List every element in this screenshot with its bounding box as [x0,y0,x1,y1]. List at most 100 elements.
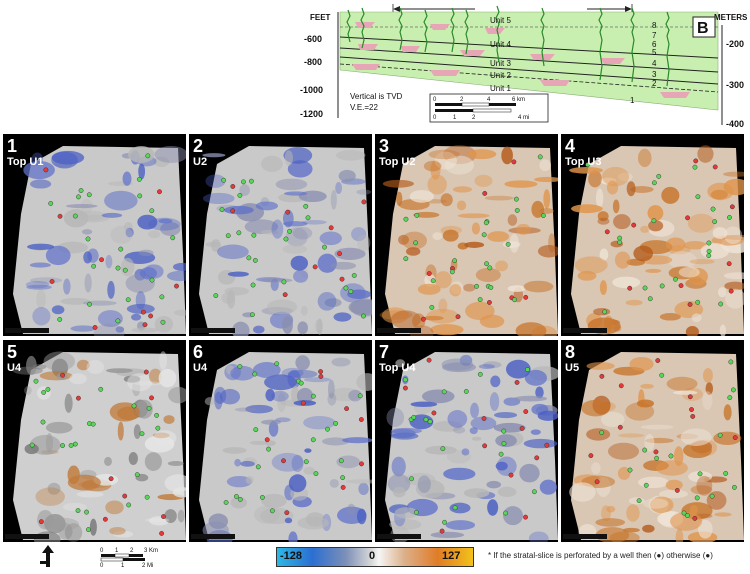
slice-texture-blob [105,368,133,374]
slice-texture-blob [224,205,254,215]
well-marker-red [514,380,520,385]
slice-texture-blob [705,382,714,395]
slice-texture-blob [231,321,250,336]
slice-texture-blob [64,393,73,413]
slice-texture-blob [336,150,366,161]
well-marker-green [694,495,700,501]
svg-text:1: 1 [453,115,457,121]
slice-texture-blob [447,410,468,428]
slice-texture-blob [602,166,630,187]
stratal-slice-panel-7: 7 Top U4 [375,340,558,542]
well-marker-red [653,449,659,455]
slice-texture-blob [606,180,619,195]
slice-texture-blob [338,169,356,183]
slice-texture-blob [467,149,497,160]
slice-texture-blob [387,474,411,494]
slice-texture-blob [691,313,702,323]
slice-texture-blob [255,201,279,211]
slice-texture-blob [283,191,308,196]
well-marker-red [455,314,461,320]
well-marker-green [303,459,309,465]
well-marker-red [230,208,236,214]
slice-texture-blob [487,499,499,516]
slice-texture-blob [463,283,476,292]
slice-texture-blob [295,355,310,371]
slice-texture-blob [76,359,90,371]
well-marker-green [484,261,489,267]
slice-texture-blob [345,479,372,484]
slice-texture-blob [687,213,715,233]
slice-texture-blob [479,314,505,328]
slice-texture-blob [421,389,455,404]
well-marker-red [284,510,290,516]
slice-texture-blob [502,241,521,248]
slice-texture-blob [697,145,714,163]
slice-texture-blob [271,452,304,472]
slice-texture-blob [260,229,279,235]
slice-texture-blob [724,226,743,245]
well-marker-green [452,258,458,264]
slice-texture-blob [160,222,181,236]
well-marker-green [498,451,504,457]
slice-texture-blob [673,446,684,467]
slice-texture-blob [83,251,93,264]
slice-texture-blob [63,502,87,512]
slice-texture-blob [51,150,85,165]
well-marker-red [339,276,345,282]
well-marker-green [60,443,65,448]
well-marker-green [33,378,39,384]
slice-texture-blob [222,447,247,454]
slice-texture-blob [637,476,669,489]
slice-texture-blob [497,486,517,497]
slice-texture-blob [382,179,415,188]
slice-texture-blob [287,160,313,178]
svg-text:6 km: 6 km [512,97,525,103]
slice-texture-blob [334,247,366,260]
well-marker-green [423,417,429,422]
slice-texture-blob [600,411,625,428]
well-marker-green [225,233,231,239]
slice-texture-blob [51,305,65,315]
well-marker-red [523,514,528,520]
well-marker-red [92,325,98,330]
well-marker-green [84,509,89,515]
well-marker-red [76,395,81,401]
slice-texture-blob [495,434,517,448]
well-marker-green [413,240,419,246]
slice-texture-blob [577,270,597,281]
slice-texture-blob [292,226,313,240]
slice-texture-blob [356,189,372,195]
svg-text:2: 2 [460,97,464,103]
slice-texture-blob [457,213,490,219]
well-marker-red [732,435,738,440]
slice-texture-blob [128,452,138,466]
slice-texture-blob [396,191,403,207]
slice-texture-blob [528,531,549,542]
slice-texture-blob [131,327,159,333]
slice-texture-blob [441,358,474,371]
slice-texture-blob [172,487,186,498]
slice-texture-blob [322,437,350,446]
well-marker-green [513,196,519,202]
well-marker-green [709,493,715,499]
slice-texture-blob [217,244,249,260]
slice-texture-blob [394,507,418,519]
slice-texture-blob [659,489,688,499]
slice-texture-blob [391,456,406,477]
slice-texture-blob [612,276,641,289]
well-marker-green [269,508,275,514]
slice-texture-blob [640,383,654,389]
slice-texture-blob [386,407,405,427]
slice-texture-blob [297,321,308,335]
well-marker-green [137,193,143,199]
slice-texture-blob [348,389,362,402]
slice-texture-blob [356,373,372,391]
well-marker-red [599,373,605,379]
slice-texture-blob [474,174,493,187]
slice-texture-blob [12,366,43,375]
well-marker-green [144,494,150,500]
svg-text:7: 7 [652,31,657,40]
well-marker-red [300,400,306,406]
slice-texture-blob [104,190,138,211]
svg-text:-1000: -1000 [300,85,323,95]
